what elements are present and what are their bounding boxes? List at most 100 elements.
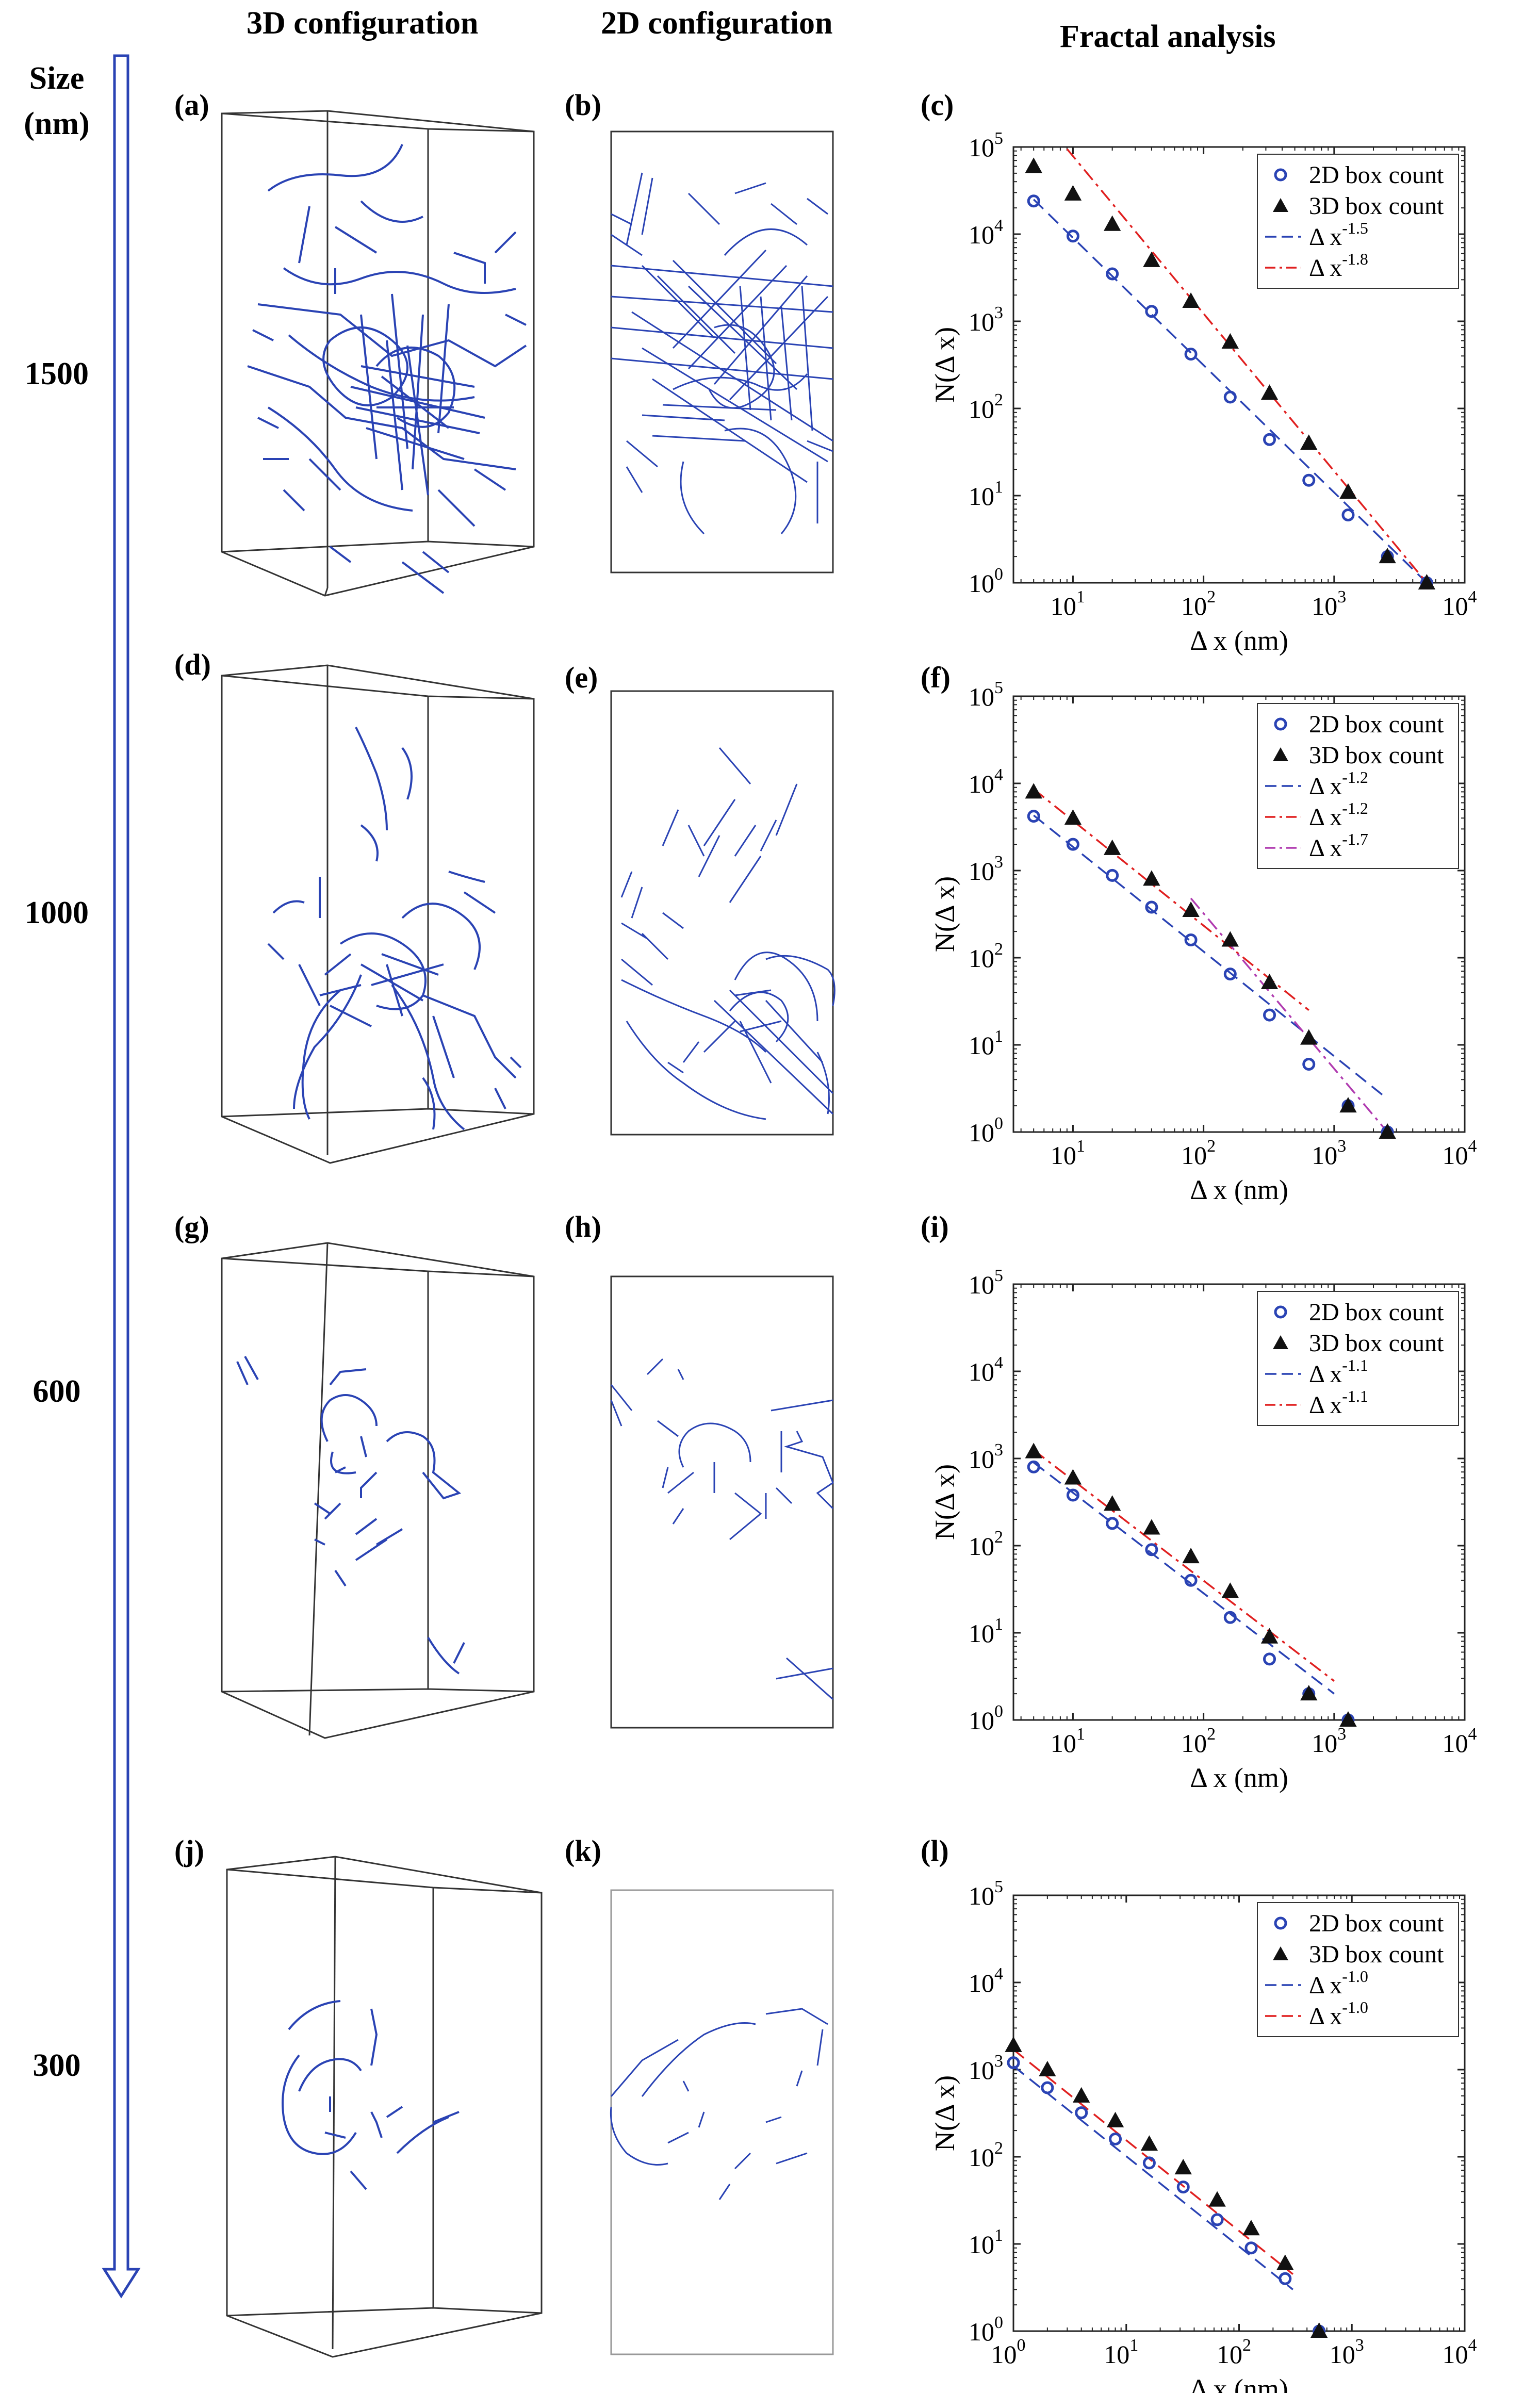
2d-box-count-point bbox=[1106, 267, 1119, 281]
legend-label: 2D box count bbox=[1309, 711, 1444, 738]
panel-label-g: (g) bbox=[174, 1210, 209, 1243]
2d-box-count-point bbox=[1075, 2106, 1088, 2120]
legend-label: 3D box count bbox=[1309, 1941, 1444, 1968]
panel-label-e: (e) bbox=[565, 661, 598, 694]
3d-box-count-point bbox=[1260, 973, 1279, 989]
y-axis-label: N(Δ x) bbox=[929, 1464, 960, 1540]
y-tick-label: 104 bbox=[969, 765, 1003, 798]
fit-line-2 bbox=[1190, 897, 1388, 1133]
plot-frame bbox=[1012, 695, 1466, 1133]
y-tick-label: 103 bbox=[969, 303, 1003, 336]
size-value-1000: 1000 bbox=[25, 895, 89, 930]
2d-box-count-point bbox=[1210, 2213, 1224, 2226]
2d-box-count-point bbox=[1341, 508, 1355, 521]
2d-box-count-point bbox=[1244, 2241, 1258, 2255]
3d-box-count-point bbox=[1182, 1548, 1200, 1564]
3d-box-count-point bbox=[1260, 384, 1279, 400]
3d-box-count-point bbox=[1103, 215, 1121, 231]
legend-marker-circle bbox=[1274, 717, 1287, 731]
header-3d-configuration: 3D configuration bbox=[247, 6, 479, 41]
config-2d-600 bbox=[610, 1275, 834, 1729]
2d-box-count-point bbox=[1302, 473, 1316, 487]
legend-marker-circle bbox=[1274, 1916, 1287, 1930]
y-tick-label: 102 bbox=[969, 940, 1003, 973]
3d-box-count-point bbox=[1339, 1097, 1357, 1113]
3d-box-count-point bbox=[1140, 2135, 1158, 2151]
x-tick-label: 102 bbox=[1181, 587, 1216, 620]
3d-box-count-point bbox=[1143, 1519, 1160, 1535]
x-tick-label: 104 bbox=[1443, 1137, 1477, 1170]
2d-box-count-point bbox=[1176, 2181, 1190, 2194]
3d-box-count-point bbox=[1221, 333, 1239, 349]
x-tick-label: 102 bbox=[1181, 1137, 1216, 1170]
3d-box-count-point bbox=[1005, 2036, 1022, 2052]
size-label: Size bbox=[29, 61, 85, 96]
x-tick-label: 104 bbox=[1443, 587, 1477, 620]
legend-label: Δ x-1.2 bbox=[1309, 768, 1368, 800]
panel-label-j: (j) bbox=[174, 1834, 204, 1867]
legend-box bbox=[1257, 1902, 1459, 2037]
3d-box-count-point bbox=[1310, 2322, 1328, 2338]
fit-line-1 bbox=[1033, 1449, 1335, 1682]
2d-box-count-point bbox=[1184, 348, 1198, 361]
2d-box-count-point bbox=[1106, 868, 1119, 882]
plot-frame bbox=[1012, 1283, 1466, 1721]
fit-line-0 bbox=[1033, 814, 1388, 1100]
3d-box-count-point bbox=[1260, 1628, 1279, 1644]
2d-box-count-point bbox=[1041, 2081, 1054, 2094]
3d-box-count-point bbox=[1300, 1029, 1318, 1045]
legend-box bbox=[1257, 1291, 1459, 1426]
panel-label-d: (d) bbox=[174, 648, 211, 681]
y-tick-label: 101 bbox=[969, 2226, 1003, 2259]
y-tick-label: 103 bbox=[969, 1440, 1003, 1473]
header-2d-configuration: 2D configuration bbox=[601, 6, 833, 41]
y-axis-label: N(Δ x) bbox=[929, 2075, 960, 2151]
x-axis-label: Δ x (nm) bbox=[1190, 625, 1288, 656]
3d-box-count-point bbox=[1221, 931, 1239, 947]
y-tick-label: 104 bbox=[969, 216, 1003, 249]
fit-line-1 bbox=[1033, 788, 1309, 1011]
legend-label: 3D box count bbox=[1309, 192, 1444, 220]
3d-box-count-point bbox=[1039, 2060, 1056, 2076]
x-tick-label: 103 bbox=[1312, 587, 1346, 620]
2d-box-count-point bbox=[1066, 1488, 1079, 1502]
panel-label-a: (a) bbox=[174, 88, 209, 122]
3d-box-count-point bbox=[1106, 2111, 1124, 2127]
y-axis-label: N(Δ x) bbox=[929, 876, 960, 952]
config-3d-300 bbox=[226, 1856, 543, 2358]
2d-box-count-point bbox=[1109, 2133, 1122, 2146]
3d-box-count-point bbox=[1208, 2191, 1226, 2207]
config-2d-1000 bbox=[610, 690, 835, 1136]
size-value-600: 600 bbox=[32, 1374, 81, 1409]
x-axis-label: Δ x (nm) bbox=[1190, 1174, 1288, 1205]
3d-box-count-point bbox=[1182, 292, 1200, 308]
2d-box-count-point bbox=[1302, 1057, 1316, 1071]
y-tick-label: 100 bbox=[969, 1702, 1003, 1735]
panel-label-c: (c) bbox=[921, 88, 954, 122]
x-tick-label: 101 bbox=[1051, 1137, 1085, 1170]
legend-label: 2D box count bbox=[1309, 1910, 1444, 1937]
2d-box-count-point bbox=[1027, 1460, 1040, 1473]
3d-box-count-point bbox=[1143, 251, 1160, 267]
legend-marker-triangle bbox=[1273, 198, 1288, 212]
size-unit: (nm) bbox=[24, 106, 90, 141]
3d-box-count-point bbox=[1339, 1711, 1357, 1727]
fit-line-0 bbox=[1033, 1462, 1335, 1695]
legend-label: 3D box count bbox=[1309, 742, 1444, 769]
3d-box-count-point bbox=[1103, 839, 1121, 855]
y-tick-label: 102 bbox=[969, 1528, 1003, 1561]
y-tick-label: 100 bbox=[969, 1114, 1003, 1147]
x-tick-label: 102 bbox=[1217, 2336, 1251, 2369]
y-tick-label: 101 bbox=[969, 1615, 1003, 1648]
3d-box-count-point bbox=[1379, 548, 1396, 564]
legend-marker-circle bbox=[1274, 1305, 1287, 1319]
legend-marker-triangle bbox=[1273, 1335, 1288, 1349]
2d-box-count-point bbox=[1066, 838, 1079, 851]
plot-frame bbox=[1012, 146, 1466, 584]
config-3d-1500 bbox=[221, 110, 535, 597]
header-fractal-analysis: Fractal analysis bbox=[1060, 19, 1276, 54]
y-tick-label: 105 bbox=[969, 129, 1003, 162]
size-value-300: 300 bbox=[32, 2048, 81, 2083]
2d-box-count-point bbox=[1223, 968, 1237, 981]
x-tick-label: 102 bbox=[1181, 1725, 1216, 1758]
